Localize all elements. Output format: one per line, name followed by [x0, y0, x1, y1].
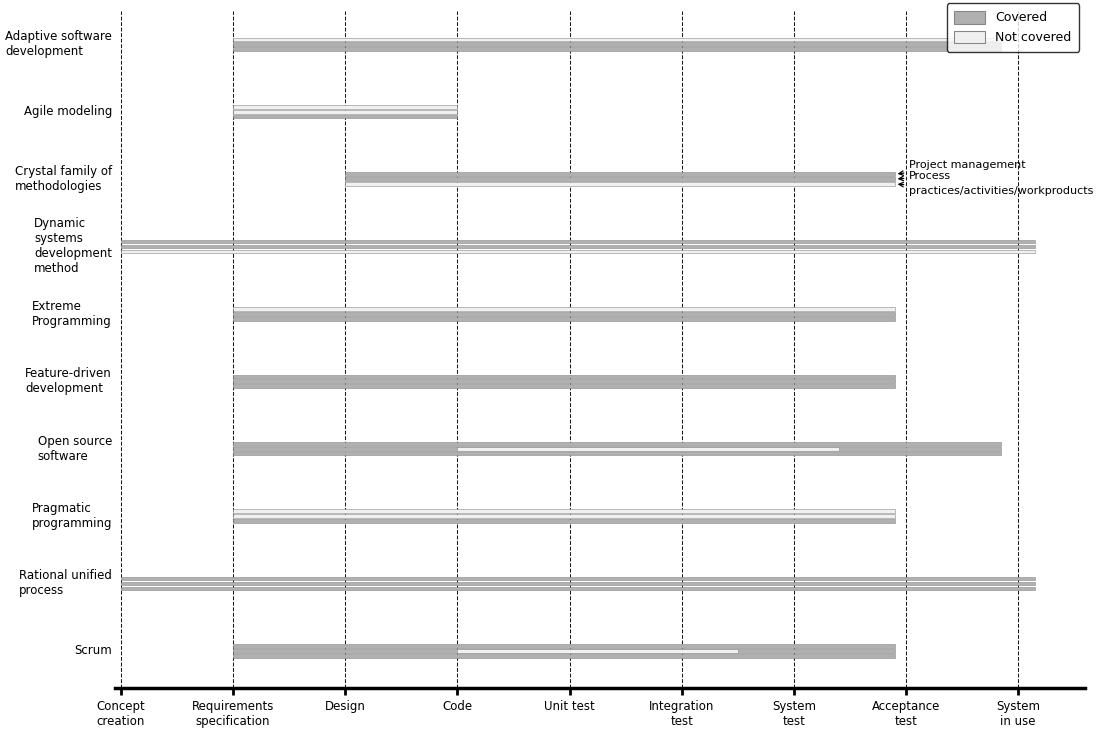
- Bar: [234, 649, 894, 653]
- Text: Process: Process: [899, 172, 951, 181]
- Bar: [121, 250, 1035, 253]
- Text: Pragmatic
programming: Pragmatic programming: [31, 502, 112, 530]
- Bar: [121, 244, 1035, 248]
- Bar: [234, 379, 894, 383]
- Text: Open source
software: Open source software: [38, 435, 112, 462]
- Bar: [234, 385, 894, 388]
- Bar: [121, 577, 1035, 581]
- Bar: [345, 172, 894, 176]
- Bar: [121, 581, 1035, 585]
- Bar: [234, 43, 1002, 46]
- Bar: [345, 177, 894, 181]
- Bar: [234, 509, 894, 513]
- Bar: [234, 447, 1002, 451]
- Bar: [457, 447, 838, 451]
- Bar: [234, 105, 457, 109]
- Bar: [121, 240, 1035, 244]
- Text: practices/activities/workproducts: practices/activities/workproducts: [899, 182, 1093, 196]
- Bar: [345, 182, 894, 186]
- Bar: [121, 586, 1035, 590]
- Bar: [234, 110, 457, 114]
- Text: Crystal family of
methodologies: Crystal family of methodologies: [15, 165, 112, 193]
- Bar: [234, 451, 1002, 456]
- Bar: [234, 115, 457, 118]
- Bar: [234, 519, 894, 523]
- Bar: [234, 442, 1002, 446]
- Text: Project management: Project management: [899, 161, 1026, 175]
- Bar: [234, 515, 894, 518]
- Text: Agile modeling: Agile modeling: [23, 105, 112, 118]
- Bar: [457, 649, 738, 653]
- Text: Adaptive software
development: Adaptive software development: [6, 30, 112, 58]
- Bar: [234, 37, 1002, 41]
- Text: Rational unified
process: Rational unified process: [19, 570, 112, 597]
- Bar: [234, 317, 894, 321]
- Bar: [234, 644, 894, 648]
- Bar: [234, 312, 894, 316]
- Bar: [234, 48, 1002, 51]
- Text: Scrum: Scrum: [74, 644, 112, 658]
- Bar: [234, 374, 894, 378]
- Text: Extreme
Programming: Extreme Programming: [32, 300, 112, 328]
- Legend: Covered, Not covered: Covered, Not covered: [947, 4, 1079, 52]
- Text: Feature-driven
development: Feature-driven development: [26, 367, 112, 396]
- Text: Dynamic
systems
development
method: Dynamic systems development method: [34, 217, 112, 275]
- Bar: [234, 654, 894, 658]
- Bar: [234, 307, 894, 310]
